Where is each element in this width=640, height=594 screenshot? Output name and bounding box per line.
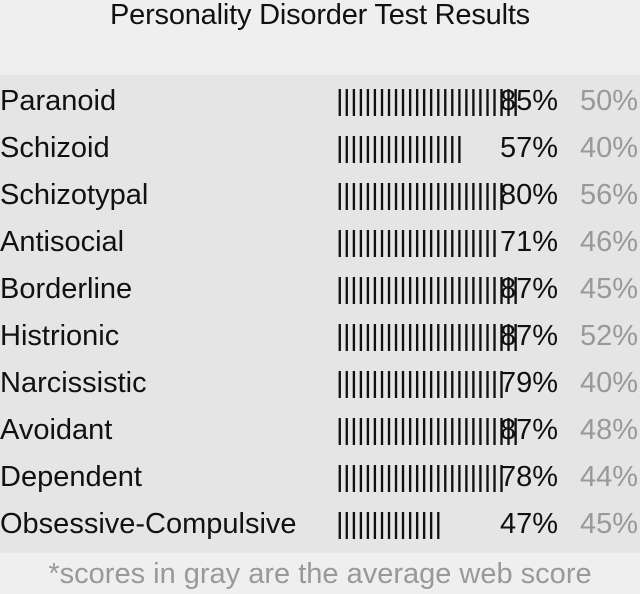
result-label: Histrionic [0,320,120,352]
result-row-paranoid: Paranoid |||||||||||||||||||||||||| 85% … [0,78,640,125]
score-bar: |||||||||||||||||| [336,132,463,164]
score-bar: |||||||||||||||||||||||||| [336,85,519,117]
user-score: 87% [500,273,559,305]
result-row-borderline: Borderline |||||||||||||||||||||||||| 87… [0,266,640,313]
result-row-narcissistic: Narcissistic |||||||||||||||||||||||| 79… [0,360,640,407]
average-score: 56% [580,179,639,211]
average-score: 50% [580,85,639,117]
user-score: 78% [500,461,559,493]
score-bar: |||||||||||||||||||||||| [336,367,505,399]
score-bar: |||||||||||||||||||||||| [336,461,505,493]
result-row-histrionic: Histrionic |||||||||||||||||||||||||| 87… [0,313,640,360]
average-score: 40% [580,132,639,164]
average-score: 45% [580,508,639,540]
user-score: 80% [500,179,559,211]
result-label: Borderline [0,273,133,305]
score-bar: |||||||||||||||||||||||||| [336,320,519,352]
average-score: 40% [580,367,639,399]
result-row-antisocial: Antisocial ||||||||||||||||||||||| 71% 4… [0,219,640,266]
result-row-obsessive-compulsive: Obsessive-Compulsive ||||||||||||||| 47%… [0,501,640,548]
result-label: Paranoid [0,85,117,117]
user-score: 71% [500,226,559,258]
average-score: 44% [580,461,639,493]
result-label: Schizoid [0,132,110,164]
score-bar: |||||||||||||||||||||||||| [336,273,519,305]
result-label: Narcissistic [0,367,147,399]
user-score: 57% [500,132,559,164]
user-score: 87% [500,414,559,446]
result-row-schizotypal: Schizotypal |||||||||||||||||||||||| 80%… [0,172,640,219]
result-label: Obsessive-Compulsive [0,508,297,540]
score-bar: ||||||||||||||||||||||| [336,226,498,258]
score-bar: |||||||||||||||||||||||| [336,179,505,211]
score-bar: ||||||||||||||| [336,508,442,540]
result-label: Dependent [0,461,142,493]
average-score: 52% [580,320,639,352]
result-row-avoidant: Avoidant |||||||||||||||||||||||||| 87% … [0,407,640,454]
footer: *scores in gray are the average web scor… [0,553,640,594]
user-score: 79% [500,367,559,399]
result-label: Schizotypal [0,179,149,211]
score-bar: |||||||||||||||||||||||||| [336,414,519,446]
average-score: 45% [580,273,639,305]
average-score-note: *scores in gray are the average web scor… [48,557,592,590]
result-label: Avoidant [0,414,113,446]
average-score: 48% [580,414,639,446]
page-title: Personality Disorder Test Results [110,0,530,31]
result-row-schizoid: Schizoid |||||||||||||||||| 57% 40% [0,125,640,172]
user-score: 85% [500,85,559,117]
result-label: Antisocial [0,226,125,258]
user-score: 87% [500,320,559,352]
average-score: 46% [580,226,639,258]
results-table: Paranoid |||||||||||||||||||||||||| 85% … [0,75,640,553]
header: Personality Disorder Test Results [0,0,640,75]
user-score: 47% [500,508,559,540]
result-row-dependent: Dependent |||||||||||||||||||||||| 78% 4… [0,454,640,501]
